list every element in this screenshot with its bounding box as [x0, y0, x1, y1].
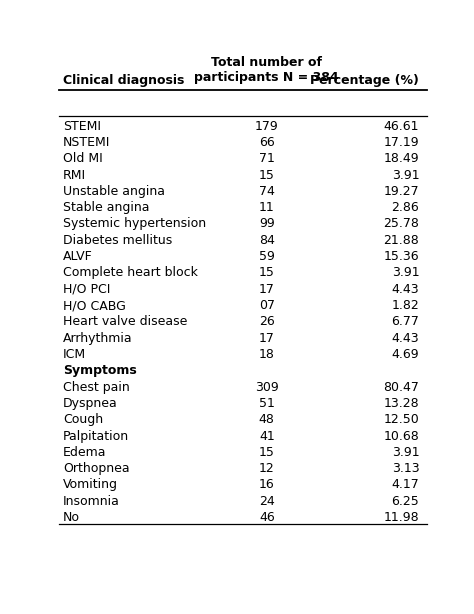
Text: 1.82: 1.82: [392, 299, 419, 312]
Text: 2.86: 2.86: [392, 201, 419, 214]
Text: Heart valve disease: Heart valve disease: [63, 316, 187, 328]
Text: Insomnia: Insomnia: [63, 495, 120, 508]
Text: 19.27: 19.27: [383, 185, 419, 198]
Text: 84: 84: [259, 234, 275, 247]
Text: Systemic hypertension: Systemic hypertension: [63, 217, 206, 230]
Text: 17: 17: [259, 282, 275, 296]
Text: 10.68: 10.68: [383, 430, 419, 443]
Text: 26: 26: [259, 316, 274, 328]
Text: 12: 12: [259, 462, 274, 475]
Text: 4.69: 4.69: [392, 348, 419, 361]
Text: 11.98: 11.98: [383, 511, 419, 524]
Text: 4.43: 4.43: [392, 332, 419, 344]
Text: 4.43: 4.43: [392, 282, 419, 296]
Text: Cough: Cough: [63, 413, 103, 426]
Text: 46: 46: [259, 511, 274, 524]
Text: Palpitation: Palpitation: [63, 430, 129, 443]
Text: 12.50: 12.50: [383, 413, 419, 426]
Text: 15: 15: [259, 169, 275, 182]
Text: Dyspnea: Dyspnea: [63, 397, 118, 410]
Text: Arrhythmia: Arrhythmia: [63, 332, 133, 344]
Text: ALVF: ALVF: [63, 250, 93, 263]
Text: 3.91: 3.91: [392, 169, 419, 182]
Text: 309: 309: [255, 381, 279, 394]
Text: H/O CABG: H/O CABG: [63, 299, 126, 312]
Text: 46.61: 46.61: [384, 120, 419, 133]
Text: 13.28: 13.28: [383, 397, 419, 410]
Text: 16: 16: [259, 478, 274, 491]
Text: 74: 74: [259, 185, 275, 198]
Text: 3.91: 3.91: [392, 266, 419, 279]
Text: 4.17: 4.17: [392, 478, 419, 491]
Text: 21.88: 21.88: [383, 234, 419, 247]
Text: Stable angina: Stable angina: [63, 201, 149, 214]
Text: 59: 59: [259, 250, 275, 263]
Text: 25.78: 25.78: [383, 217, 419, 230]
Text: 179: 179: [255, 120, 279, 133]
Text: 41: 41: [259, 430, 274, 443]
Text: Clinical diagnosis: Clinical diagnosis: [63, 74, 184, 87]
Text: 07: 07: [259, 299, 275, 312]
Text: Diabetes mellitus: Diabetes mellitus: [63, 234, 172, 247]
Text: 11: 11: [259, 201, 274, 214]
Text: 51: 51: [259, 397, 275, 410]
Text: H/O PCI: H/O PCI: [63, 282, 110, 296]
Text: 66: 66: [259, 136, 274, 149]
Text: Vomiting: Vomiting: [63, 478, 118, 491]
Text: Old MI: Old MI: [63, 152, 103, 165]
Text: Symptoms: Symptoms: [63, 364, 137, 377]
Text: 6.77: 6.77: [392, 316, 419, 328]
Text: Chest pain: Chest pain: [63, 381, 130, 394]
Text: 99: 99: [259, 217, 274, 230]
Text: Orthopnea: Orthopnea: [63, 462, 129, 475]
Text: NSTEMI: NSTEMI: [63, 136, 110, 149]
Text: 17: 17: [259, 332, 275, 344]
Text: Total number of
participants N = 384: Total number of participants N = 384: [194, 56, 339, 84]
Text: 3.91: 3.91: [392, 446, 419, 459]
Text: 80.47: 80.47: [383, 381, 419, 394]
Text: 48: 48: [259, 413, 275, 426]
Text: 15: 15: [259, 446, 275, 459]
Text: Complete heart block: Complete heart block: [63, 266, 198, 279]
Text: No: No: [63, 511, 80, 524]
Text: STEMI: STEMI: [63, 120, 101, 133]
Text: 3.13: 3.13: [392, 462, 419, 475]
Text: 15: 15: [259, 266, 275, 279]
Text: 15.36: 15.36: [383, 250, 419, 263]
Text: Edema: Edema: [63, 446, 107, 459]
Text: Percentage (%): Percentage (%): [310, 74, 419, 87]
Text: 18: 18: [259, 348, 275, 361]
Text: 17.19: 17.19: [383, 136, 419, 149]
Text: 6.25: 6.25: [392, 495, 419, 508]
Text: Unstable angina: Unstable angina: [63, 185, 165, 198]
Text: 24: 24: [259, 495, 274, 508]
Text: RMI: RMI: [63, 169, 86, 182]
Text: 71: 71: [259, 152, 275, 165]
Text: 18.49: 18.49: [383, 152, 419, 165]
Text: ICM: ICM: [63, 348, 86, 361]
